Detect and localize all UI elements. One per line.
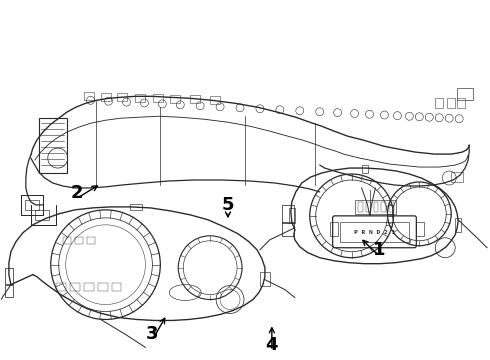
Bar xyxy=(5,268,13,284)
Bar xyxy=(362,165,368,173)
Text: 5: 5 xyxy=(221,196,234,214)
Bar xyxy=(171,95,180,103)
Bar xyxy=(210,96,220,104)
Bar xyxy=(260,272,270,285)
Bar xyxy=(416,222,424,236)
Bar xyxy=(457,98,465,108)
Bar xyxy=(39,118,67,173)
Bar xyxy=(100,93,111,101)
Bar xyxy=(373,202,378,212)
Bar xyxy=(153,94,163,102)
Bar xyxy=(87,237,95,244)
Bar xyxy=(98,283,107,291)
Bar xyxy=(190,95,200,103)
Bar xyxy=(282,205,294,223)
Bar xyxy=(457,88,473,100)
Text: 2: 2 xyxy=(71,184,83,202)
Text: 3: 3 xyxy=(146,325,158,343)
Text: 4: 4 xyxy=(266,336,278,354)
Bar xyxy=(63,237,71,244)
Text: P R N D 2 1: P R N D 2 1 xyxy=(354,230,395,235)
Bar xyxy=(118,93,127,101)
Text: 1: 1 xyxy=(373,241,386,259)
Bar xyxy=(455,218,461,232)
Bar xyxy=(435,98,443,108)
Bar xyxy=(5,285,13,297)
Bar xyxy=(135,94,146,102)
Bar xyxy=(340,222,409,242)
Bar xyxy=(390,202,394,212)
Bar xyxy=(282,222,294,236)
Bar xyxy=(84,283,94,291)
Bar xyxy=(112,283,122,291)
Bar xyxy=(84,92,94,100)
Bar xyxy=(358,202,363,212)
Bar xyxy=(25,200,39,210)
Bar xyxy=(382,202,387,212)
Bar xyxy=(56,283,66,291)
Bar xyxy=(355,200,396,214)
Bar xyxy=(330,222,338,236)
Bar xyxy=(74,237,83,244)
Bar xyxy=(35,210,49,220)
Bar xyxy=(70,283,80,291)
Bar xyxy=(451,172,463,182)
Bar xyxy=(366,202,370,212)
Bar xyxy=(289,208,295,223)
Bar xyxy=(447,98,455,108)
Bar xyxy=(130,204,143,210)
